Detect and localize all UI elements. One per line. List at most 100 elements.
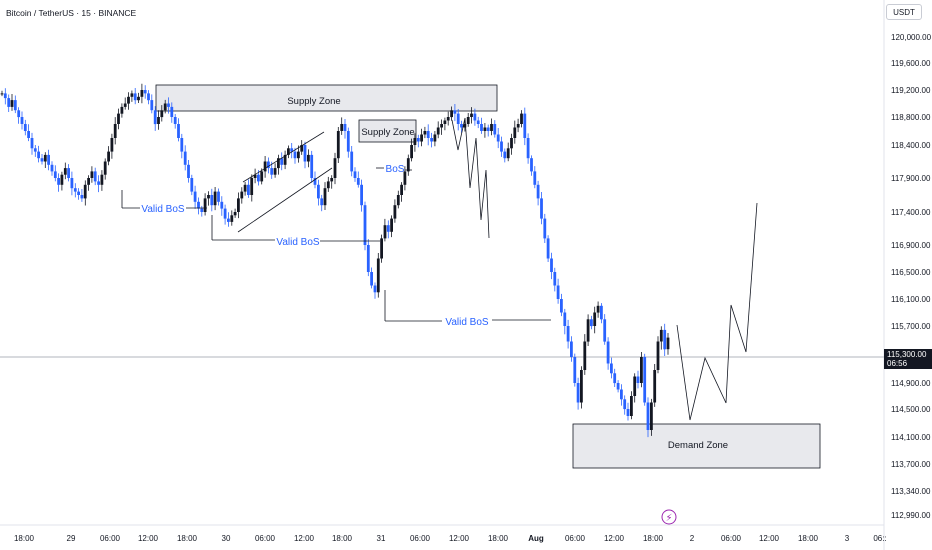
y-tick: 114,500.00 [891,405,931,414]
candle-body [493,124,497,135]
y-tick: 117,400.00 [891,208,931,217]
x-tick: 18:00 [177,534,198,543]
candle-body [303,145,307,162]
supply-zone-2-box[interactable] [358,119,417,143]
candle-body [380,238,383,259]
y-tick: 114,900.00 [891,379,931,388]
candle-body [137,96,140,101]
candle-body [230,215,234,222]
candle-body [120,106,124,114]
candle-body [333,158,337,178]
candle-body [366,245,370,272]
demand-zone-box[interactable] [572,423,821,469]
candle-body [267,161,270,169]
x-tick: 18:00 [332,534,353,543]
candle-body [33,148,37,152]
candle-body [576,383,580,403]
supply-zone-1-label: Supply Zone [287,96,340,107]
candle-body [227,218,230,222]
zones: Supply Zone Supply Zone Demand Zone [155,84,821,469]
candle-body [440,124,443,128]
candle-body [490,124,493,131]
candle-body [543,218,547,239]
y-tick: 115,700.00 [891,322,931,331]
candle-body [273,168,277,175]
candle-body [563,312,567,326]
candle-body [630,396,633,416]
x-tick: 29 [67,534,76,543]
candle-body [420,134,423,142]
x-tick: 31 [377,534,386,543]
candle-body [500,141,503,152]
candle-body [453,110,457,114]
candle-body [510,138,513,149]
candle-body [20,117,24,124]
candle-body [247,184,250,195]
candle-body [53,171,57,178]
candle-body [167,103,170,107]
candle-body [43,154,47,162]
candle-body [103,161,107,175]
candle-body [133,93,137,101]
candle-body [643,357,647,403]
candle-body [663,329,667,350]
candle-body [147,93,150,101]
y-tick: 116,900.00 [891,241,931,250]
candle-body [473,113,477,121]
event-marker[interactable]: ⚡ [661,509,677,525]
candle-body [423,131,427,135]
candle-body [460,124,463,128]
candle-body [560,299,563,313]
candle-body [180,138,184,152]
candle-body [177,124,180,138]
candle-body [197,201,200,209]
candle-body [376,258,380,293]
candle-body [13,100,17,111]
candle-body [506,148,510,159]
candle-body [50,164,54,172]
x-tick: 18:00 [798,534,819,543]
candle-body [646,402,650,430]
candle-body [323,188,327,206]
candle-body [356,178,360,185]
candle-body [260,171,264,182]
candle-body [67,168,70,178]
candle-body [526,138,530,159]
candle-body [370,272,373,286]
candle-body [83,184,87,199]
supply-zone-2-label: Supply Zone [361,127,414,138]
event-marker-circle[interactable] [661,509,677,525]
supply-zone-1-box[interactable] [155,84,498,112]
x-tick: 18:00 [643,534,664,543]
currency-selector[interactable]: USDT [886,4,922,20]
candle-body [130,93,134,97]
y-axis-ticks: 120,000.00 119,600.00 119,200.00 118,800… [891,33,932,520]
candle-body [396,195,400,206]
candle-body [70,178,74,189]
candle-body [659,329,663,342]
candle-body [593,312,597,326]
candle-body [360,184,363,206]
candle-body [317,184,320,199]
y-tick: 114,100.00 [891,433,931,442]
channel-lower [237,167,333,233]
candle-body [0,93,4,95]
channel-lines [237,131,333,233]
candle-body [450,110,453,118]
candle-body [10,100,14,107]
candle-body [293,151,297,159]
candle-body [253,174,257,178]
candle-body [573,357,577,383]
candle-body [143,90,147,94]
candle-body [160,110,164,118]
candle-body [263,161,267,172]
candle-body [600,305,603,320]
candle-body [77,191,80,195]
candle-body [150,100,154,111]
x-tick: 06:00 [721,534,742,543]
y-tick: 119,600.00 [891,59,931,68]
candle-body [23,124,27,131]
candle-body [653,370,657,403]
candle-body [470,113,473,117]
